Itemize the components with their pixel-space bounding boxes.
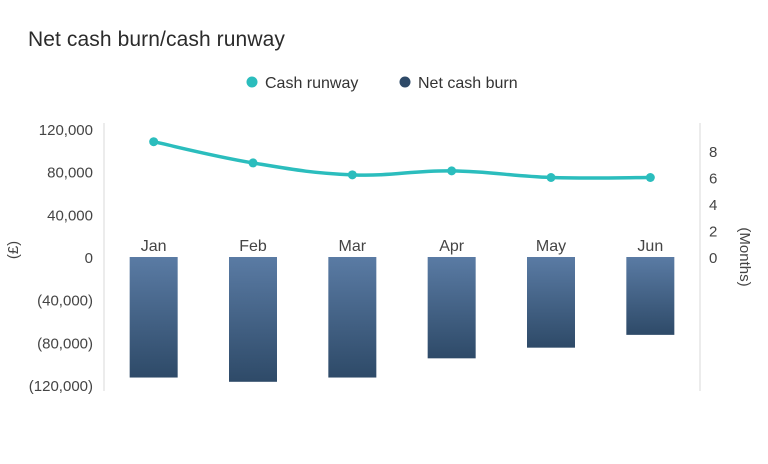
left-tick-label: (120,000)	[29, 378, 93, 395]
legend-marker	[399, 76, 411, 88]
bar-net-cash-burn	[328, 257, 377, 378]
left-tick-label: (40,000)	[37, 293, 93, 310]
bar-net-cash-burn	[129, 257, 178, 378]
category-label: Feb	[239, 238, 267, 255]
right-tick-label: 8	[709, 144, 717, 161]
point-cash-runway	[149, 137, 159, 147]
point-cash-runway	[645, 173, 655, 182]
point-cash-runway	[248, 158, 258, 168]
right-tick-label: 4	[709, 197, 717, 214]
point-cash-runway	[546, 173, 556, 182]
line-cash-runway	[151, 139, 653, 180]
category-label: Mar	[339, 238, 367, 255]
bar-net-cash-burn	[229, 257, 277, 382]
chart-title: Net cash burn/cash runway	[28, 28, 285, 51]
category-label: May	[536, 238, 566, 255]
left-tick-label: 80,000	[47, 165, 93, 182]
left-tick-label: 0	[85, 250, 93, 267]
point-cash-runway	[447, 166, 457, 176]
category-label: Apr	[439, 238, 465, 255]
point-cash-runway	[347, 170, 357, 180]
left-tick-label: 40,000	[47, 207, 93, 224]
right-tick-label: 6	[709, 171, 717, 188]
right-tick-label: 2	[709, 224, 717, 241]
category-label: Jan	[141, 238, 167, 255]
bar-net-cash-burn	[527, 257, 575, 348]
right-axis-title: (Months)	[736, 227, 753, 286]
legend-label: Net cash burn	[418, 75, 518, 92]
left-axis-title: (£)	[5, 241, 22, 259]
left-tick-label: (80,000)	[37, 335, 93, 352]
left-tick-label: 120,000	[39, 122, 93, 139]
right-tick-label: 0	[709, 250, 717, 267]
category-label: Jun	[637, 238, 663, 255]
bar-net-cash-burn	[427, 257, 476, 359]
bar-net-cash-burn	[626, 257, 675, 335]
legend-label: Cash runway	[265, 75, 358, 92]
legend-marker	[246, 76, 258, 88]
